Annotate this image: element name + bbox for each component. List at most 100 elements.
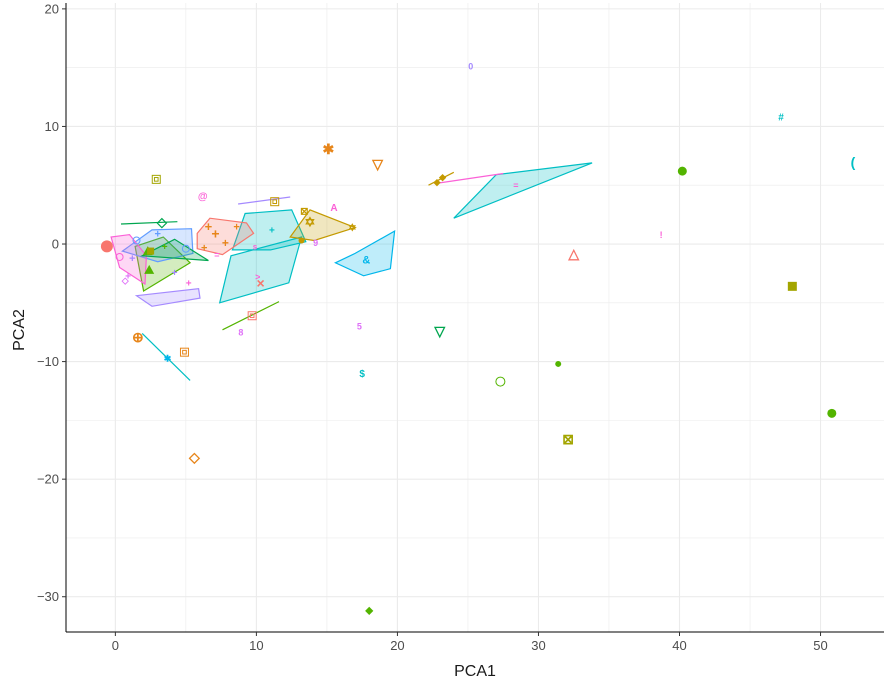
data-point <box>827 408 837 418</box>
data-point-label: ◆ <box>364 605 373 616</box>
x-tick-label: 0 <box>112 638 119 653</box>
data-point-label: @ <box>198 191 208 202</box>
data-point-label: ◇ <box>121 276 130 286</box>
data-point-label: ▽ <box>371 156 384 172</box>
data-point-outline <box>247 311 257 321</box>
data-point-label: + <box>205 219 213 234</box>
y-tick-label: 0 <box>52 237 59 252</box>
data-point-label: # <box>778 113 784 124</box>
cluster-hulls <box>110 162 593 307</box>
x-tick-label: 30 <box>531 638 545 653</box>
data-point-label: ◆ <box>432 177 441 187</box>
data-point-inner <box>272 199 278 205</box>
data-point-label: ✡ <box>305 214 316 229</box>
cluster-hull <box>140 238 209 262</box>
cluster-hull <box>110 233 148 286</box>
y-axis-title: PCA2 <box>11 309 28 351</box>
cluster-segment <box>439 172 504 184</box>
data-point-label: & <box>362 254 370 266</box>
cluster-segment <box>120 221 178 225</box>
data-point-label: ✡ <box>348 223 356 234</box>
x-axis-title: PCA1 <box>454 663 496 680</box>
data-point <box>115 252 124 261</box>
data-point-label: ⊠ <box>300 207 308 218</box>
x-tick-label: 40 <box>672 638 686 653</box>
cluster-hull <box>453 162 593 219</box>
data-point-label: + <box>162 242 168 253</box>
data-point-label: + <box>125 271 131 282</box>
data-point <box>677 166 687 176</box>
cluster-hull <box>196 217 255 256</box>
data-point-label: ◇ <box>156 214 168 229</box>
data-point <box>179 347 189 357</box>
data-point-label: = <box>214 250 219 260</box>
data-point-label: ⊕ <box>132 329 144 345</box>
data-point-label: ⊠ <box>562 431 574 447</box>
data-point-label: $ <box>359 369 365 380</box>
data-point <box>555 360 562 367</box>
data-point <box>100 240 113 253</box>
data-point-label: + <box>154 228 160 240</box>
x-tick-label: 50 <box>813 638 827 653</box>
cluster-segment <box>141 332 191 381</box>
y-tick-label: −20 <box>37 472 59 487</box>
data-point-label: ▽ <box>433 323 446 339</box>
data-point-label: 5 <box>357 322 362 332</box>
data-point-label: ◇ <box>188 449 201 465</box>
y-tick-label: 20 <box>45 1 59 16</box>
data-point-outline <box>179 347 189 357</box>
data-point <box>298 237 305 244</box>
data-point <box>495 376 506 387</box>
data-point-inner <box>249 313 255 319</box>
data-point-outline <box>270 197 280 207</box>
cluster-hull <box>289 209 357 242</box>
data-point-label: ( <box>851 154 856 170</box>
data-point-label: + <box>201 243 207 255</box>
data-point <box>247 311 257 321</box>
data-point-label: 9 <box>313 238 318 248</box>
data-point-label: ✱ <box>164 353 172 363</box>
data-point-label: s <box>253 242 258 251</box>
cluster-hull <box>333 230 396 277</box>
data-point-label: × <box>257 275 265 291</box>
data-point <box>132 236 141 245</box>
y-tick-label: −10 <box>37 354 59 369</box>
data-point-label: ! <box>660 230 663 240</box>
y-tick-label: −30 <box>37 589 59 604</box>
data-point-label: > <box>255 272 260 282</box>
data-point-label: + <box>129 253 135 265</box>
cluster-segments <box>120 171 504 381</box>
data-point-outline <box>151 174 161 184</box>
data-point <box>144 264 155 274</box>
data-point <box>181 244 190 253</box>
data-point-label: + <box>222 236 229 250</box>
y-tick-label: 10 <box>45 119 59 134</box>
data-point <box>151 174 161 184</box>
data-point-label: + <box>186 278 192 289</box>
grid-lines <box>66 3 884 632</box>
data-point <box>147 247 155 255</box>
data-point-label: + <box>211 225 219 241</box>
data-point-label: △ <box>567 245 580 261</box>
data-point <box>270 197 280 207</box>
x-tick-label: 20 <box>390 638 404 653</box>
cluster-hull <box>134 288 201 307</box>
data-point-inner <box>153 177 159 182</box>
data-points: 0#(✱▽@A=!△×85 ▽$⊠⊕✱◇◆&✡⊠✡9◆◆◇+++++=>s++++… <box>100 62 856 616</box>
data-point-inner <box>182 349 187 355</box>
data-point <box>787 281 797 291</box>
data-point-label: + <box>172 268 178 279</box>
data-point-label: ◆ <box>438 172 447 182</box>
data-point-label: A <box>330 203 337 214</box>
data-point-label: ✱ <box>322 141 334 157</box>
cluster-segment <box>238 196 291 205</box>
data-point-label: = <box>513 180 518 190</box>
data-point-label: + <box>233 221 239 233</box>
data-point-label: + <box>269 226 275 237</box>
x-tick-label: 10 <box>249 638 263 653</box>
data-point-label: 8 <box>238 327 243 337</box>
cluster-segment <box>428 171 455 186</box>
data-point-label: 0 <box>468 62 473 72</box>
